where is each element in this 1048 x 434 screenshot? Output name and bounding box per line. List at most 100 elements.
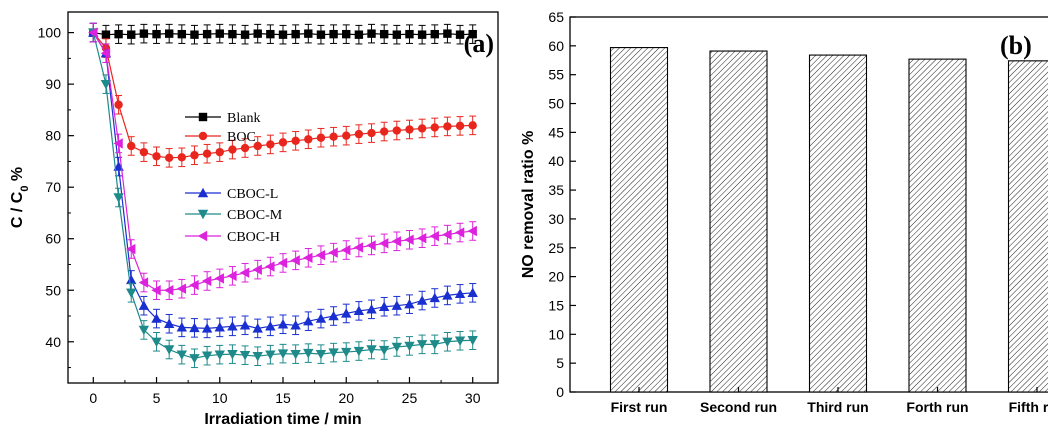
data-point — [100, 48, 111, 59]
series-line — [92, 32, 473, 291]
data-point — [252, 323, 263, 333]
data-point — [277, 319, 289, 329]
data-point — [443, 122, 452, 131]
data-point — [378, 345, 390, 356]
data-point — [277, 349, 289, 359]
data-point — [164, 153, 174, 163]
data-point — [353, 346, 365, 357]
data-point — [189, 279, 199, 291]
x-tick-label: Forth run — [906, 399, 968, 415]
bar — [709, 50, 768, 393]
data-point — [151, 285, 161, 296]
data-point — [454, 288, 466, 299]
data-point — [265, 350, 276, 360]
data-point — [252, 352, 263, 362]
data-point — [367, 29, 376, 38]
data-point — [189, 322, 200, 333]
data-point — [127, 30, 136, 39]
data-point — [342, 29, 351, 39]
data-point — [404, 298, 415, 309]
data-point — [252, 264, 262, 275]
y-tick-label: 50 — [45, 282, 61, 298]
bar — [808, 54, 868, 393]
data-point — [101, 30, 111, 39]
series-blank — [89, 22, 477, 45]
series-cboc-l — [88, 22, 478, 339]
data-point — [429, 292, 440, 303]
data-point — [240, 30, 250, 39]
data-point — [454, 227, 465, 238]
data-point — [126, 288, 137, 299]
data-point — [190, 30, 199, 39]
data-point — [354, 129, 364, 139]
data-point — [152, 152, 161, 161]
data-point — [316, 30, 326, 39]
data-point — [239, 320, 251, 330]
data-point — [139, 29, 149, 38]
data-point — [198, 112, 208, 122]
data-point — [303, 252, 313, 263]
x-axis-label: Irradiation time / min — [204, 411, 361, 428]
data-point — [239, 267, 250, 278]
data-point — [202, 149, 212, 158]
data-point — [265, 321, 276, 331]
data-point — [189, 354, 200, 364]
data-point — [126, 243, 136, 255]
data-point — [341, 244, 351, 256]
data-point — [177, 153, 187, 162]
x-tick-label: 10 — [212, 390, 228, 406]
y-tick-label: 65 — [548, 9, 564, 25]
y-axis-label: C / C0 % — [9, 167, 31, 228]
legend-label: CBOC-H — [227, 230, 280, 245]
data-point — [88, 27, 98, 38]
data-point — [405, 29, 414, 39]
y-tick-label: 15 — [548, 297, 564, 313]
x-tick-label: 5 — [153, 390, 161, 406]
data-point — [151, 337, 162, 347]
y-tick-label: 90 — [45, 76, 61, 92]
data-point — [227, 270, 237, 282]
data-point — [416, 295, 428, 305]
data-point — [177, 29, 187, 39]
data-point — [430, 29, 439, 39]
data-point — [253, 29, 262, 38]
data-point — [201, 323, 213, 333]
x-tick-label: 30 — [465, 390, 481, 406]
data-point — [442, 290, 453, 300]
data-point — [442, 229, 452, 240]
data-point — [316, 133, 326, 142]
y-tick-label: 20 — [548, 269, 564, 285]
data-point — [163, 345, 175, 355]
data-point — [416, 340, 428, 350]
data-point — [197, 187, 209, 198]
data-point — [266, 140, 275, 149]
data-point — [100, 79, 112, 90]
series-cboc-h — [88, 22, 477, 301]
data-point — [468, 121, 477, 130]
y-tick-label: 25 — [548, 240, 564, 256]
y-tick-label: 60 — [548, 38, 564, 54]
data-point — [416, 233, 427, 244]
data-point — [201, 275, 212, 287]
legend-label: CBOC-L — [227, 187, 278, 202]
data-point — [342, 131, 351, 140]
y-tick-label: 50 — [548, 96, 564, 112]
y-tick-label: 30 — [548, 211, 564, 227]
data-point — [404, 341, 415, 352]
data-point — [138, 277, 149, 288]
legend-label: CBOC-M — [227, 208, 283, 223]
data-point — [127, 141, 136, 151]
data-point — [455, 121, 465, 131]
y-tick-label: 0 — [556, 384, 564, 400]
chart-a: 0 5 10 15 20 25 30 40 50 60 70 80 90 100 Irradiation t… — [9, 11, 499, 428]
data-point — [341, 308, 352, 318]
data-point — [328, 310, 339, 321]
y-tick-label: 5 — [556, 355, 564, 371]
data-point — [114, 100, 123, 109]
series-line — [92, 32, 473, 329]
data-point — [253, 141, 262, 151]
data-point — [304, 29, 313, 38]
data-point — [278, 138, 288, 147]
series-boc — [89, 22, 477, 168]
